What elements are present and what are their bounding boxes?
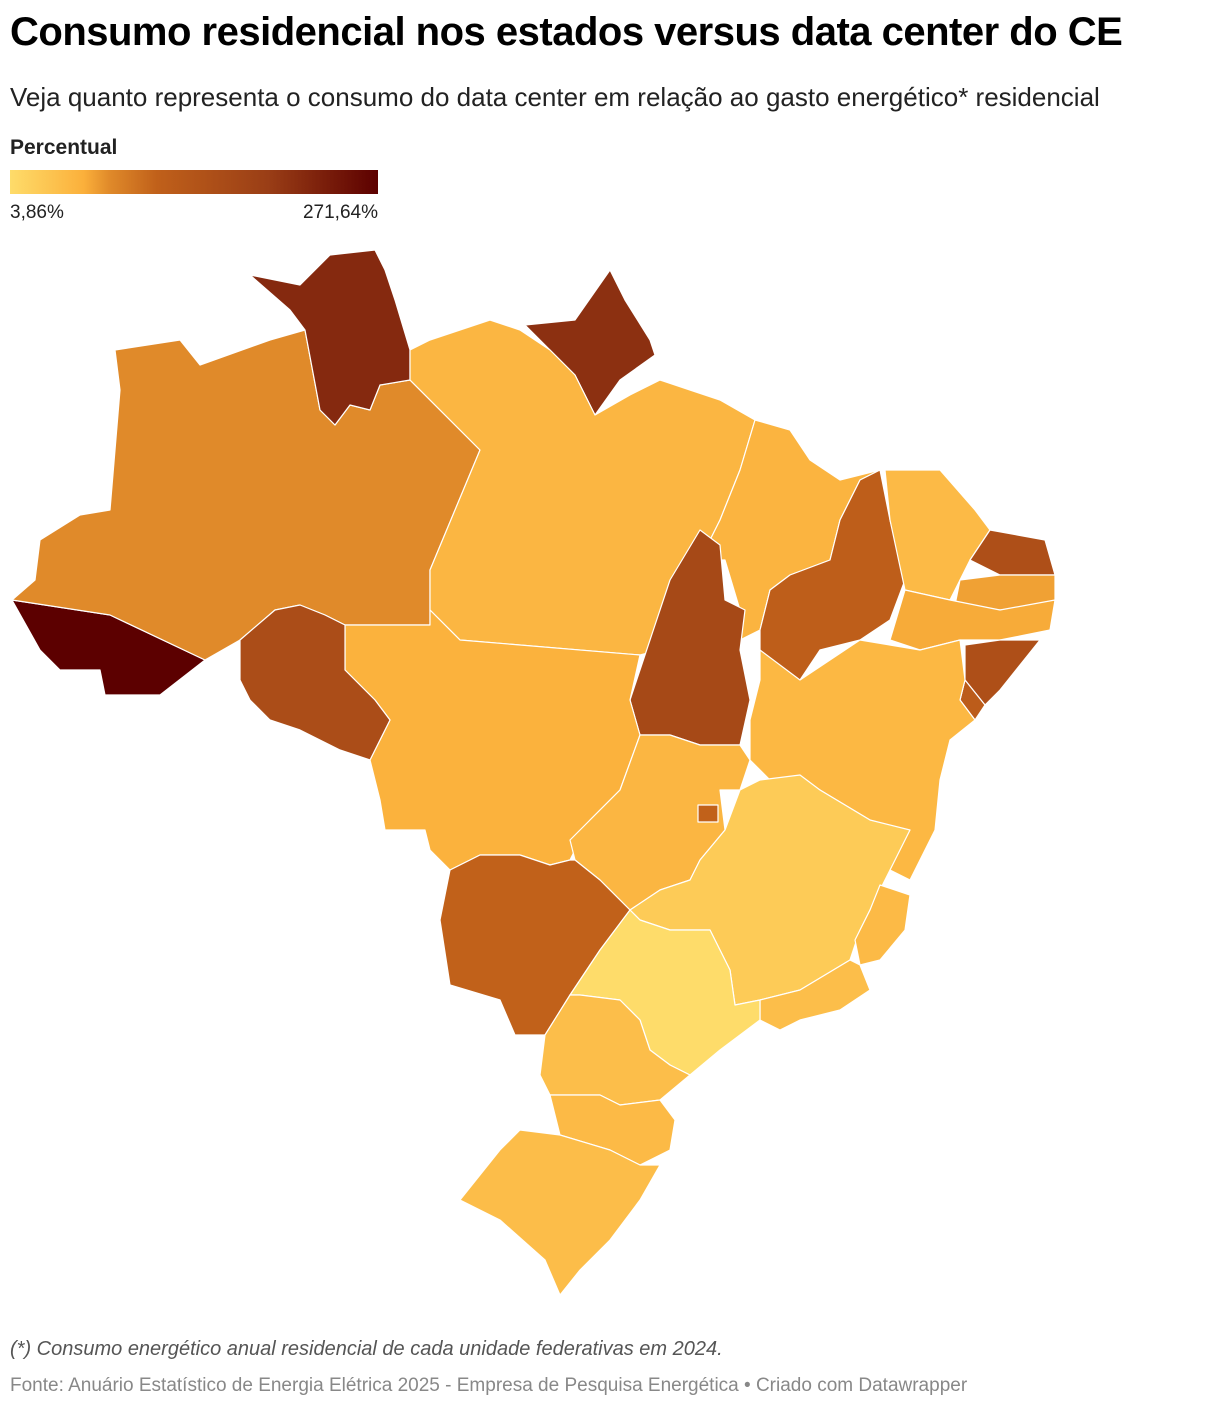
legend-min-label: 3,86% (10, 202, 64, 223)
legend-bar (10, 170, 378, 194)
footnote: (*) Consumo energético anual residencial… (10, 1338, 723, 1360)
subtitle: Veja quanto representa o consumo do data… (10, 82, 1100, 112)
region (749, 639, 976, 881)
title: Consumo residencial nos estados versus d… (10, 10, 1123, 54)
region (759, 959, 871, 1031)
source: Fonte: Anuário Estatístico de Energia El… (10, 1375, 968, 1396)
map (11, 249, 1056, 1296)
region (889, 589, 1056, 651)
region (884, 469, 991, 601)
region (239, 604, 391, 761)
region (854, 884, 911, 966)
legend-title: Percentual (10, 136, 118, 159)
region (697, 804, 719, 823)
region (249, 249, 411, 426)
legend-max-label: 271,64% (302, 202, 378, 223)
region (459, 1129, 661, 1296)
